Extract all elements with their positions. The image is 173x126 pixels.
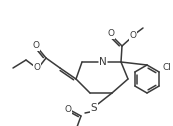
Text: O: O [34,64,40,72]
Text: O: O [107,29,115,39]
Text: S: S [91,103,97,113]
Text: Cl: Cl [163,62,172,71]
Text: O: O [130,32,136,40]
Text: O: O [33,41,39,51]
Text: O: O [65,104,71,114]
Text: N: N [99,57,107,67]
